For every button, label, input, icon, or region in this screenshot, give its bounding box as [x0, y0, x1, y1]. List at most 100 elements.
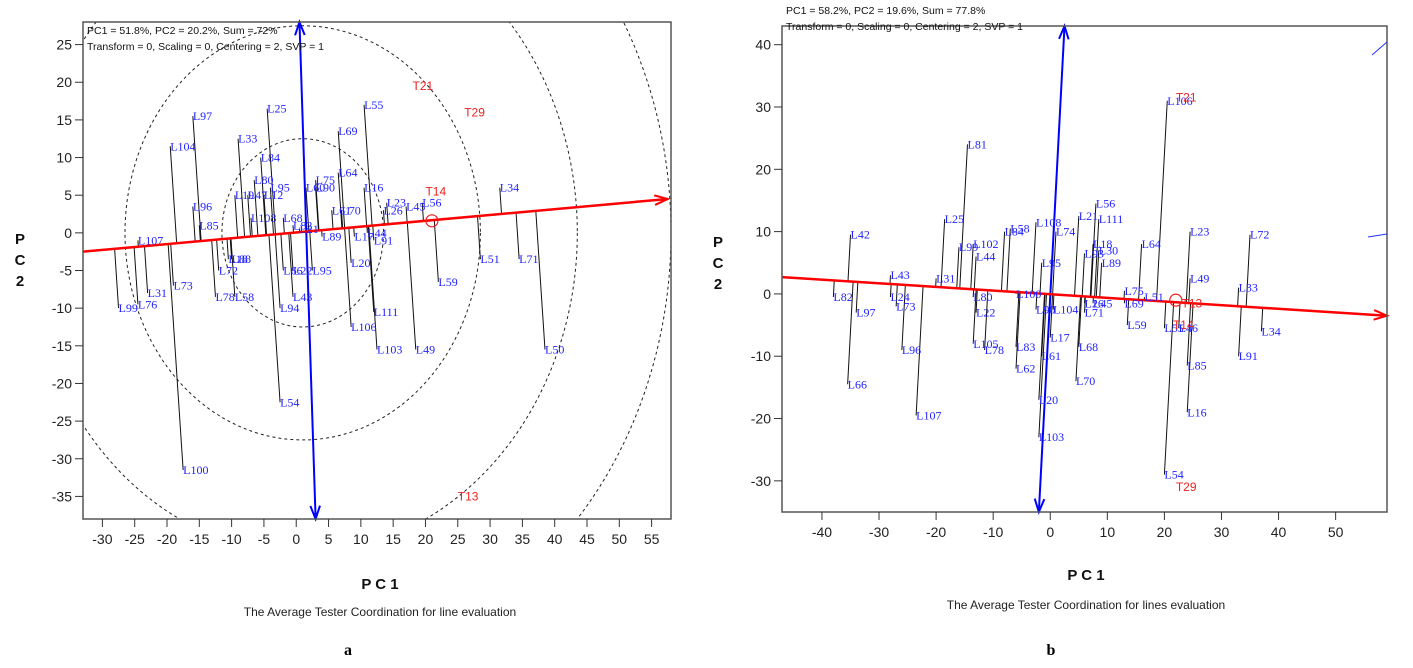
line-label-l78: L78	[215, 290, 234, 304]
x-tick-label: 20	[1157, 524, 1173, 540]
projection-line	[372, 225, 375, 241]
panel-b-ylabel-c: C	[713, 255, 724, 272]
line-label-l56: L56	[422, 196, 441, 210]
panel-a-info-line1: PC1 = 51.8%, PC2 = 20.2%, Sum = 72%	[87, 25, 278, 37]
projection-line	[1038, 293, 1046, 400]
projection-line	[1052, 231, 1057, 295]
line-label-l21: L21	[299, 222, 318, 236]
projection-line	[1095, 250, 1100, 298]
line-label-l91: L91	[1239, 349, 1258, 363]
line-label-l47: L47	[248, 188, 267, 202]
y-tick-label: 0	[763, 286, 771, 302]
line-label-l69: L69	[1124, 296, 1143, 310]
projection-line	[1099, 262, 1103, 298]
line-label-l64: L64	[1142, 237, 1161, 251]
projection-line	[315, 187, 319, 231]
line-label-l46: L46	[1179, 321, 1198, 335]
line-label-l82: L82	[833, 290, 852, 304]
projection-line	[1078, 296, 1083, 347]
x-tick-label: -40	[812, 524, 832, 540]
projection-line	[133, 247, 139, 305]
line-label-l45: L45	[406, 199, 425, 213]
y-tick-label: -10	[751, 348, 771, 364]
panel-a-ylabel-2: 2	[16, 273, 24, 290]
projection-line	[1163, 301, 1167, 329]
line-label-l72: L72	[1250, 228, 1269, 242]
x-tick-label: -30	[92, 531, 112, 547]
projection-line	[305, 187, 310, 232]
y-tick-label: 15	[56, 112, 72, 128]
projection-line	[192, 206, 196, 242]
projection-line	[169, 146, 178, 244]
panel-a-info-line2: Transform = 0, Scaling = 0, Centering = …	[87, 41, 324, 53]
line-label-l106: L106	[351, 320, 376, 334]
line-label-l23: L23	[387, 196, 406, 210]
projection-line	[167, 243, 184, 471]
projection-line	[1260, 307, 1264, 332]
line-label-l104: L104	[170, 139, 195, 153]
line-label-l96: L96	[902, 343, 921, 357]
projection-line	[337, 131, 346, 229]
projection-line	[901, 284, 906, 351]
line-label-l17: L17	[1050, 331, 1069, 345]
projection-line	[1126, 299, 1130, 326]
x-tick-label: 30	[1214, 524, 1230, 540]
projection-line	[1006, 228, 1011, 292]
projection-line	[280, 233, 284, 271]
line-label-l34: L34	[500, 181, 519, 195]
projection-line	[344, 228, 352, 328]
line-label-l59: L59	[1127, 318, 1146, 332]
ata-axis-line	[1037, 26, 1066, 512]
projection-line	[247, 195, 252, 237]
projection-line	[290, 232, 294, 271]
plot-frame-b	[781, 25, 1388, 513]
projection-line	[1156, 100, 1168, 302]
y-tick-label: 20	[56, 74, 72, 90]
projection-line	[1178, 302, 1181, 329]
y-tick-label: -5	[60, 263, 73, 279]
projection-line	[309, 231, 313, 271]
projection-line	[1237, 287, 1240, 307]
x-tick-label: 40	[1271, 524, 1287, 540]
x-tick-label: 30	[482, 531, 498, 547]
line-label-l100: L100	[183, 463, 208, 477]
panel-b-ylabel-p: P	[713, 234, 723, 251]
line-label-l73: L73	[896, 299, 915, 313]
line-label-l25: L25	[945, 212, 964, 226]
line-label-l30: L30	[1099, 243, 1118, 257]
line-label-l95: L95	[1042, 256, 1061, 270]
panel-a-letter: a	[344, 642, 352, 659]
projection-line	[855, 281, 859, 313]
line-label-l105: L105	[973, 337, 998, 351]
line-label-l84: L84	[1005, 225, 1024, 239]
line-label-l111: L111	[374, 305, 398, 319]
line-label-l97: L97	[856, 306, 875, 320]
projection-line	[1090, 203, 1097, 297]
line-label-l33: L33	[1239, 281, 1258, 295]
y-tick-label: 20	[755, 161, 771, 177]
projection-line	[1035, 293, 1038, 310]
projection-line	[216, 239, 220, 271]
projection-line	[421, 202, 424, 222]
projection-line	[915, 286, 924, 416]
x-tick-label: 45	[579, 531, 595, 547]
line-label-l76: L76	[138, 297, 157, 311]
projection-line	[889, 284, 892, 298]
projection-line	[274, 234, 281, 309]
projection-line	[1138, 244, 1143, 300]
line-label-l55: L55	[364, 98, 383, 112]
line-label-l66: L66	[848, 377, 867, 391]
line-label-l103: L103	[1039, 430, 1064, 444]
projection-line	[405, 206, 408, 223]
projection-line	[237, 138, 246, 238]
line-label-l88: L88	[232, 252, 251, 266]
line-label-l19: L19	[235, 188, 254, 202]
line-label-l61: L61	[332, 203, 351, 217]
x-tick-label: 0	[1046, 524, 1054, 540]
projection-line	[1075, 296, 1081, 382]
concentric-circle	[576, 22, 671, 519]
line-label-l96: L96	[193, 199, 212, 213]
y-tick-label: -25	[52, 413, 72, 429]
line-label-l22: L22	[976, 306, 995, 320]
